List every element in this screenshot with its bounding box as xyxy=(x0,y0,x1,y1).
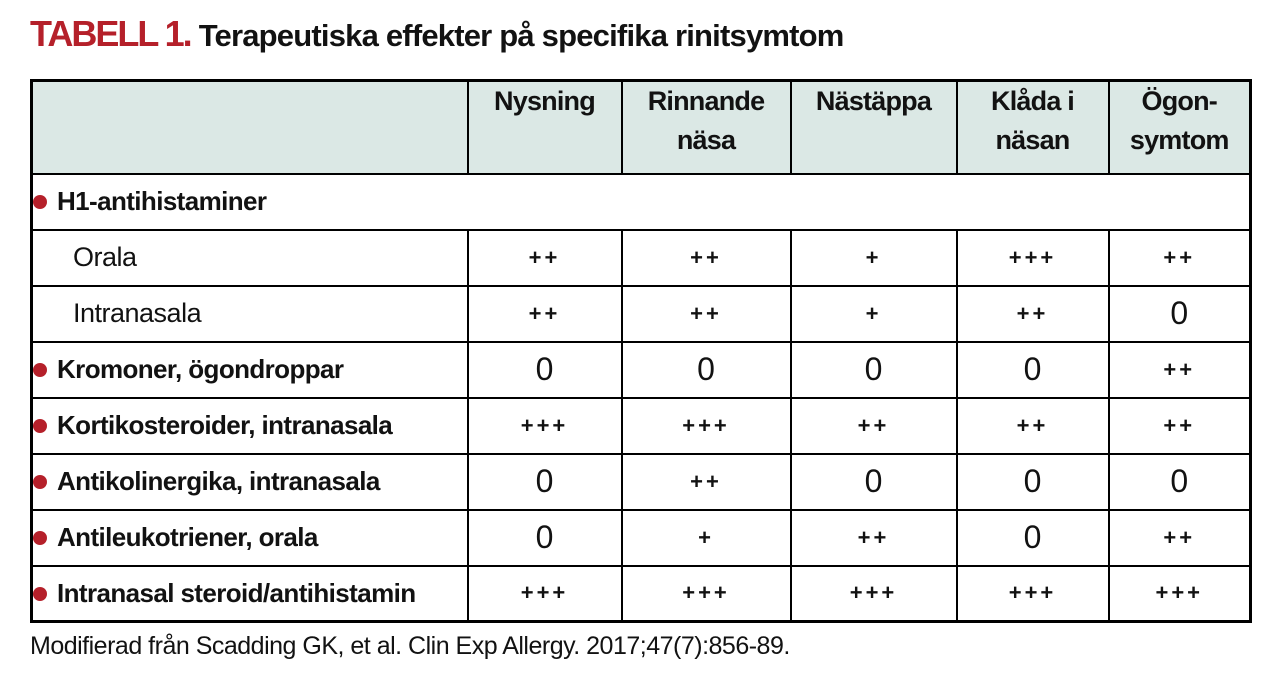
row-label-cell: Kortikosteroider, intranasala xyxy=(30,396,469,455)
row-label-cell: H1-antihistaminer xyxy=(30,172,1252,231)
table-body: H1-antihistaminer Orala ++ ++ + +++ ++ I… xyxy=(30,172,1252,623)
table-row-kortikosteroider: Kortikosteroider, intranasala +++ +++ ++… xyxy=(30,396,1252,455)
value-cell: ++ xyxy=(789,396,958,455)
row-label: Intranasala xyxy=(73,298,202,328)
source-footnote: Modifierad från Scadding GK, et al. Clin… xyxy=(30,632,790,660)
value-cell: ++ xyxy=(955,396,1110,455)
value-cell: + xyxy=(789,284,958,343)
value-cell: 0 xyxy=(466,508,623,567)
bullet-icon xyxy=(33,475,47,489)
table-row-kromoner: Kromoner, ögondroppar 0 0 0 0 ++ xyxy=(30,340,1252,399)
value-cell: + xyxy=(789,228,958,287)
value-cell: ++ xyxy=(466,228,623,287)
table-row-h1-antihistaminer: H1-antihistaminer xyxy=(30,172,1252,231)
value-cell: ++ xyxy=(620,284,792,343)
row-label: Kromoner, ögondroppar xyxy=(57,354,344,384)
row-label: Orala xyxy=(73,242,137,272)
value-cell: 0 xyxy=(955,508,1110,567)
row-label: Intranasal steroid/antihistamin xyxy=(57,577,416,608)
value-cell: 0 xyxy=(1107,452,1252,511)
row-label: Kortikosteroider, intranasala xyxy=(57,410,393,440)
value-cell: ++ xyxy=(1107,396,1252,455)
row-label-cell: Intranasal steroid/antihistamin xyxy=(30,564,469,623)
value-cell: ++ xyxy=(620,452,792,511)
value-cell: ++ xyxy=(1107,228,1252,287)
value-cell: 0 xyxy=(955,452,1110,511)
value-cell: 0 xyxy=(466,452,623,511)
table-row-antikolinergika: Antikolinergika, intranasala 0 ++ 0 0 0 xyxy=(30,452,1252,511)
table-title: TABELL 1. Terapeutiska effekter på specif… xyxy=(30,12,1249,58)
value-cell: 0 xyxy=(789,340,958,399)
bullet-icon xyxy=(33,195,47,209)
bullet-icon xyxy=(33,586,47,601)
table-title-text: Terapeutiska effekter på specifika rinit… xyxy=(198,18,845,53)
row-label-cell: Antileukotriener, orala xyxy=(30,508,469,567)
table-row-intranasal-steroid-antihistamin: Intranasal steroid/antihistamin +++ +++ … xyxy=(30,564,1252,623)
row-label: Antileukotriener, orala xyxy=(57,522,318,552)
value-cell: +++ xyxy=(466,396,623,455)
value-cell: 0 xyxy=(620,340,792,399)
column-header-klada-i-nasan: Klåda i näsan xyxy=(955,79,1110,175)
value-cell: +++ xyxy=(1107,564,1252,623)
value-cell: ++ xyxy=(1107,340,1252,399)
value-cell: ++ xyxy=(620,228,792,287)
value-cell: ++ xyxy=(789,508,958,567)
row-label: Antikolinergika, intranasala xyxy=(57,466,380,496)
value-cell: 0 xyxy=(789,452,958,511)
row-label-cell: Intranasala xyxy=(30,284,469,343)
value-cell: +++ xyxy=(466,564,623,623)
bullet-icon xyxy=(33,419,47,433)
bullet-icon xyxy=(33,531,47,545)
value-cell: +++ xyxy=(955,564,1110,623)
effects-table: Nysning Rinnande näsa Nästäppa Klåda i n… xyxy=(30,79,1252,623)
row-label-cell: Orala xyxy=(30,228,469,287)
table-row-orala: Orala ++ ++ + +++ ++ xyxy=(30,228,1252,287)
column-header-nysning: Nysning xyxy=(466,79,623,175)
row-label-cell: Antikolinergika, intranasala xyxy=(30,452,469,511)
value-cell: + xyxy=(620,508,792,567)
value-cell: 0 xyxy=(955,340,1110,399)
column-header-rinnande-nasa: Rinnande näsa xyxy=(620,79,792,175)
bullet-icon xyxy=(33,363,47,377)
value-cell: ++ xyxy=(466,284,623,343)
value-cell: ++ xyxy=(955,284,1110,343)
value-cell: +++ xyxy=(620,564,792,623)
value-cell: +++ xyxy=(955,228,1110,287)
header-row: Nysning Rinnande näsa Nästäppa Klåda i n… xyxy=(30,79,1252,175)
column-header-nastappa: Nästäppa xyxy=(789,79,958,175)
row-label-cell: Kromoner, ögondroppar xyxy=(30,340,469,399)
header-corner-cell xyxy=(30,79,469,175)
value-cell: 0 xyxy=(466,340,623,399)
table-row-antileukotriener: Antileukotriener, orala 0 + ++ 0 ++ xyxy=(30,508,1252,567)
value-cell: +++ xyxy=(620,396,792,455)
row-label: H1-antihistaminer xyxy=(57,186,267,216)
table-header: Nysning Rinnande näsa Nästäppa Klåda i n… xyxy=(30,79,1252,175)
table-number-label: TABELL 1. xyxy=(30,13,193,54)
table-row-intranasala: Intranasala ++ ++ + ++ 0 xyxy=(30,284,1252,343)
value-cell: ++ xyxy=(1107,508,1252,567)
value-cell: 0 xyxy=(1107,284,1252,343)
value-cell: +++ xyxy=(789,564,958,623)
column-header-ogonsymtom: Ögon-symtom xyxy=(1107,79,1252,175)
